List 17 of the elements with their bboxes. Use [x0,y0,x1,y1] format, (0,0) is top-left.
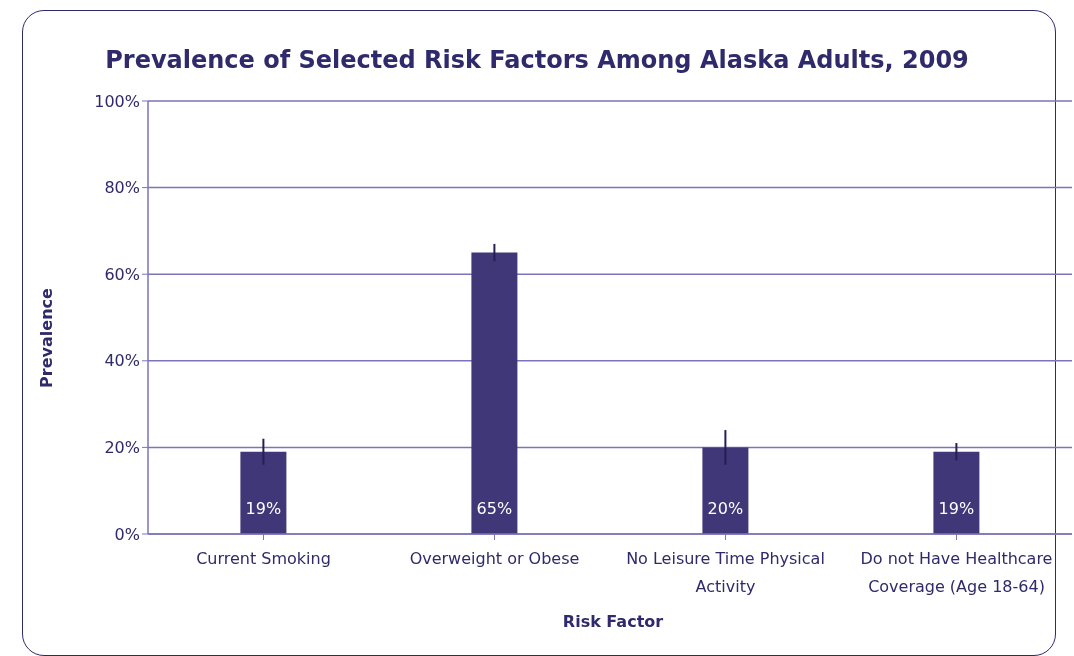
data-label: 20% [707,499,744,518]
data-label: 65% [476,499,513,518]
y-tick-label: 0% [114,524,140,544]
y-tick-label: 40% [104,351,140,371]
y-tick-label: 60% [104,264,140,284]
data-label: 19% [245,499,282,518]
chart-title: Prevalence of Selected Risk Factors Among Alaska Adults, 2009 [104,46,970,74]
y-tick-label: 80% [104,178,140,198]
y-tick-label: 20% [104,438,140,458]
x-axis-title: Risk Factor [561,612,665,631]
x-tick-label: Overweight or Obese [409,549,580,568]
y-axis-title: Prevalence [36,288,56,388]
x-tick-label: No Leisure Time Physical Activity [626,549,825,596]
x-tick-label: Do not Have Healthcare Coverage (Age 18-64) [860,549,1053,596]
y-tick-label: 100% [94,91,140,111]
x-tick-label: Current Smoking [196,549,331,568]
data-label: 19% [938,499,975,518]
